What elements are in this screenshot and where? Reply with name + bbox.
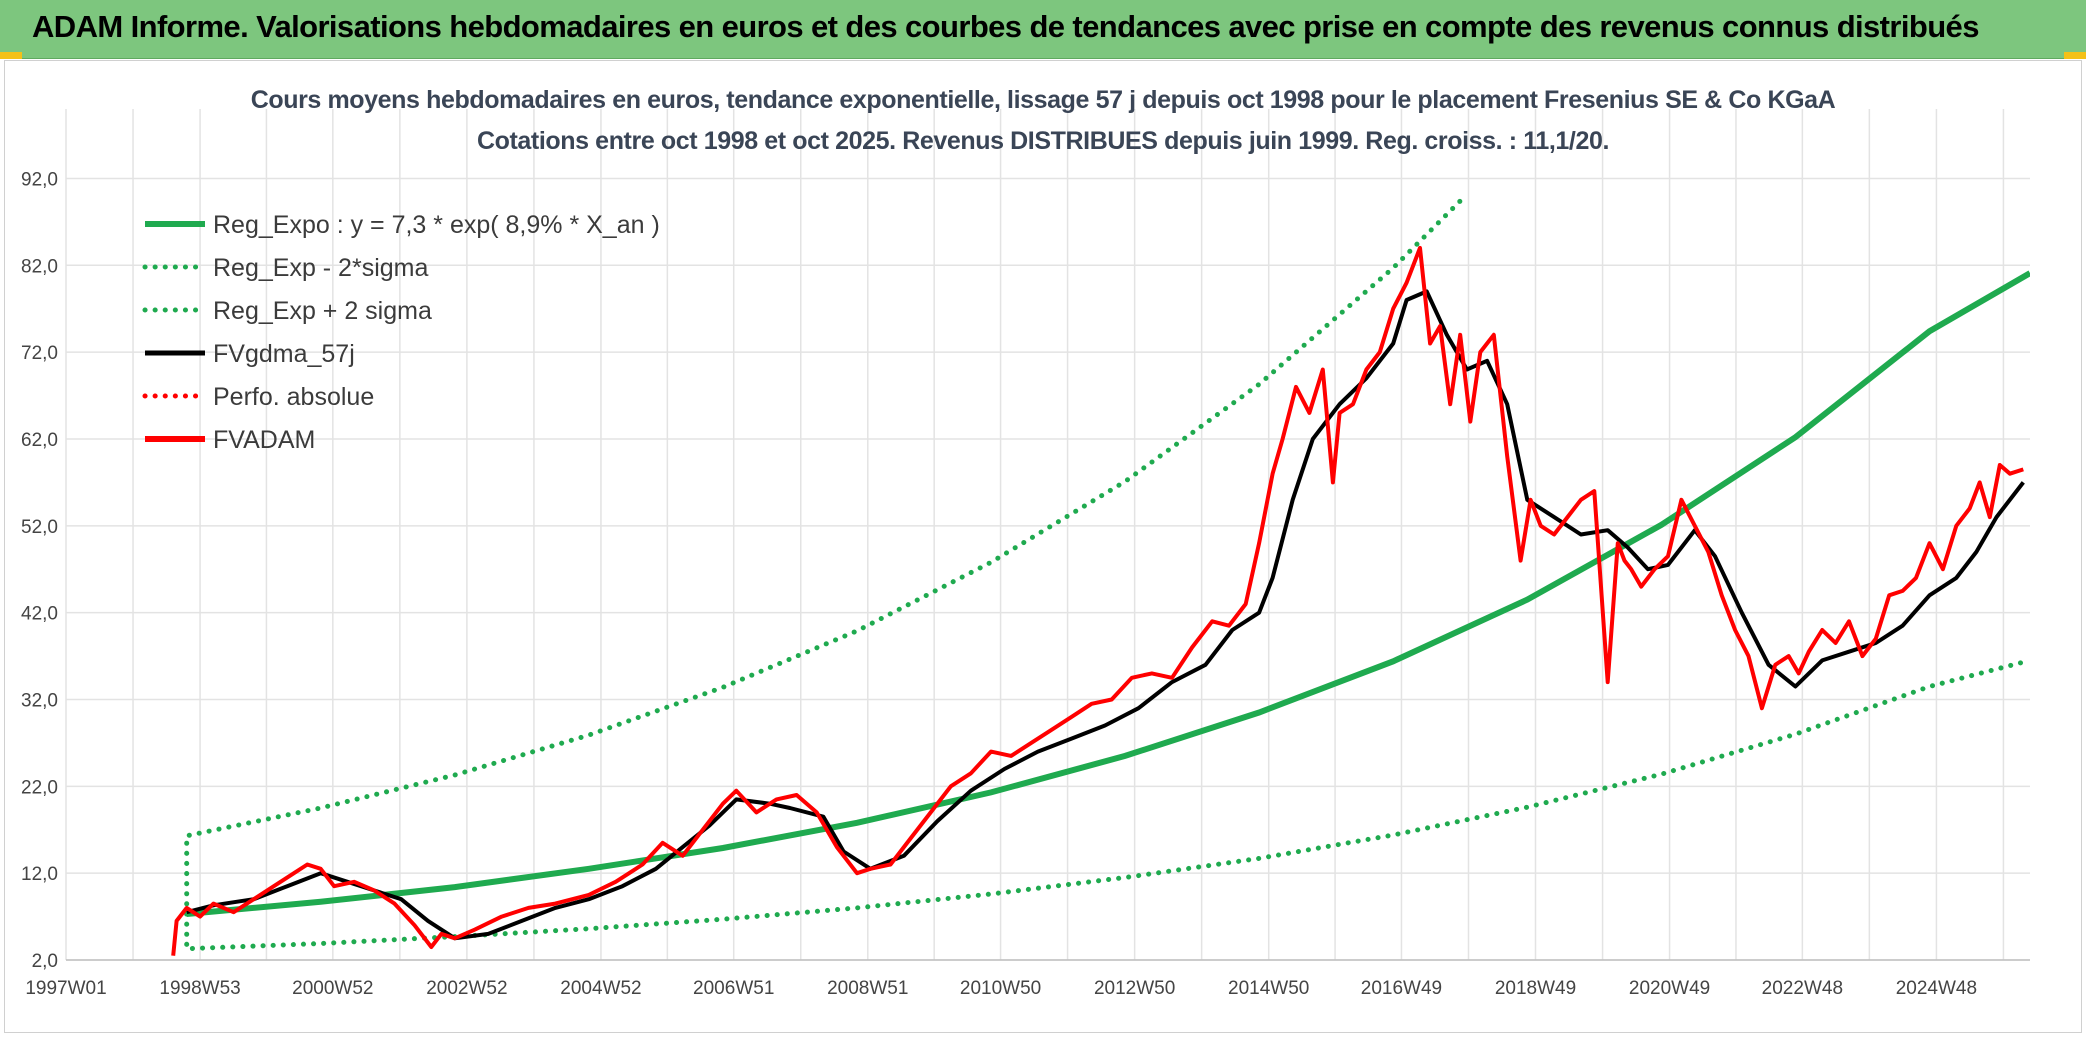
x-tick-label: 2024W48 (1896, 978, 1977, 999)
x-tick-label: 1998W53 (159, 978, 240, 999)
report-title: ADAM Informe. Valorisations hebdomadaire… (32, 9, 1979, 44)
y-tick-label: 22,0 (21, 777, 58, 798)
legend-label: Reg_Exp - 2*sigma (213, 254, 428, 282)
chart-title: Cours moyens hebdomadaires en euros, ten… (251, 86, 1836, 114)
series-band-low-line (184, 657, 2030, 952)
y-tick-label: 42,0 (21, 604, 58, 625)
x-tick-label: 2000W52 (292, 978, 373, 999)
series-price-line (171, 245, 2024, 956)
x-tick-label: 2012W50 (1094, 978, 1175, 999)
report-banner: ADAM Informe. Valorisations hebdomadaire… (0, 0, 2086, 59)
x-tick-label: 2010W50 (960, 978, 1041, 999)
legend: Reg_Expo : y = 7,3 * exp( 8,9% * X_an ) R… (142, 211, 660, 454)
y-tick-label: 72,0 (21, 343, 58, 364)
y-tick-label: 52,0 (21, 517, 58, 538)
x-tick-label: 2008W51 (827, 978, 908, 999)
y-tick-label: 32,0 (21, 690, 58, 711)
x-tick-label: 2022W48 (1762, 978, 1843, 999)
corner-accent-right (2064, 52, 2086, 59)
x-tick-label: 2004W52 (560, 978, 641, 999)
legend-label: Reg_Exp + 2 sigma (213, 297, 432, 325)
legend-label: Perfo. absolue (213, 383, 374, 411)
y-tick-label: 82,0 (21, 256, 58, 277)
x-tick-label: 2018W49 (1495, 978, 1576, 999)
y-tick-label: 62,0 (21, 430, 58, 451)
trend-chart: 2,0 12,0 22,0 32,0 42,0 52,0 62,0 72,0 82,0 92,0 1… (21, 86, 2030, 999)
x-tick-label: 2006W51 (693, 978, 774, 999)
x-tick-label: 2002W52 (426, 978, 507, 999)
y-tick-label: 2,0 (32, 951, 58, 972)
corner-accent-left (0, 52, 22, 59)
legend-label: FVADAM (213, 426, 315, 454)
y-tick-label: 12,0 (21, 864, 58, 885)
legend-label: Reg_Expo : y = 7,3 * exp( 8,9% * X_an ) (213, 211, 660, 239)
chart-subtitle: Cotations entre oct 1998 et oct 2025. Re… (477, 127, 1609, 155)
legend-label: FVgdma_57j (213, 340, 355, 368)
x-tick-label: 2020W49 (1629, 978, 1710, 999)
x-tick-label: 2014W50 (1228, 978, 1309, 999)
x-tick-label: 2016W49 (1361, 978, 1442, 999)
series-trend-line (186, 270, 2030, 917)
chart-panel: 2,0 12,0 22,0 32,0 42,0 52,0 62,0 72,0 82,0 92,0 1… (4, 60, 2082, 1033)
x-tick-label: 1997W01 (25, 978, 106, 999)
series-band-high-line (184, 198, 1463, 917)
series-smooth-line (186, 289, 2025, 941)
y-tick-label: 92,0 (21, 169, 58, 190)
